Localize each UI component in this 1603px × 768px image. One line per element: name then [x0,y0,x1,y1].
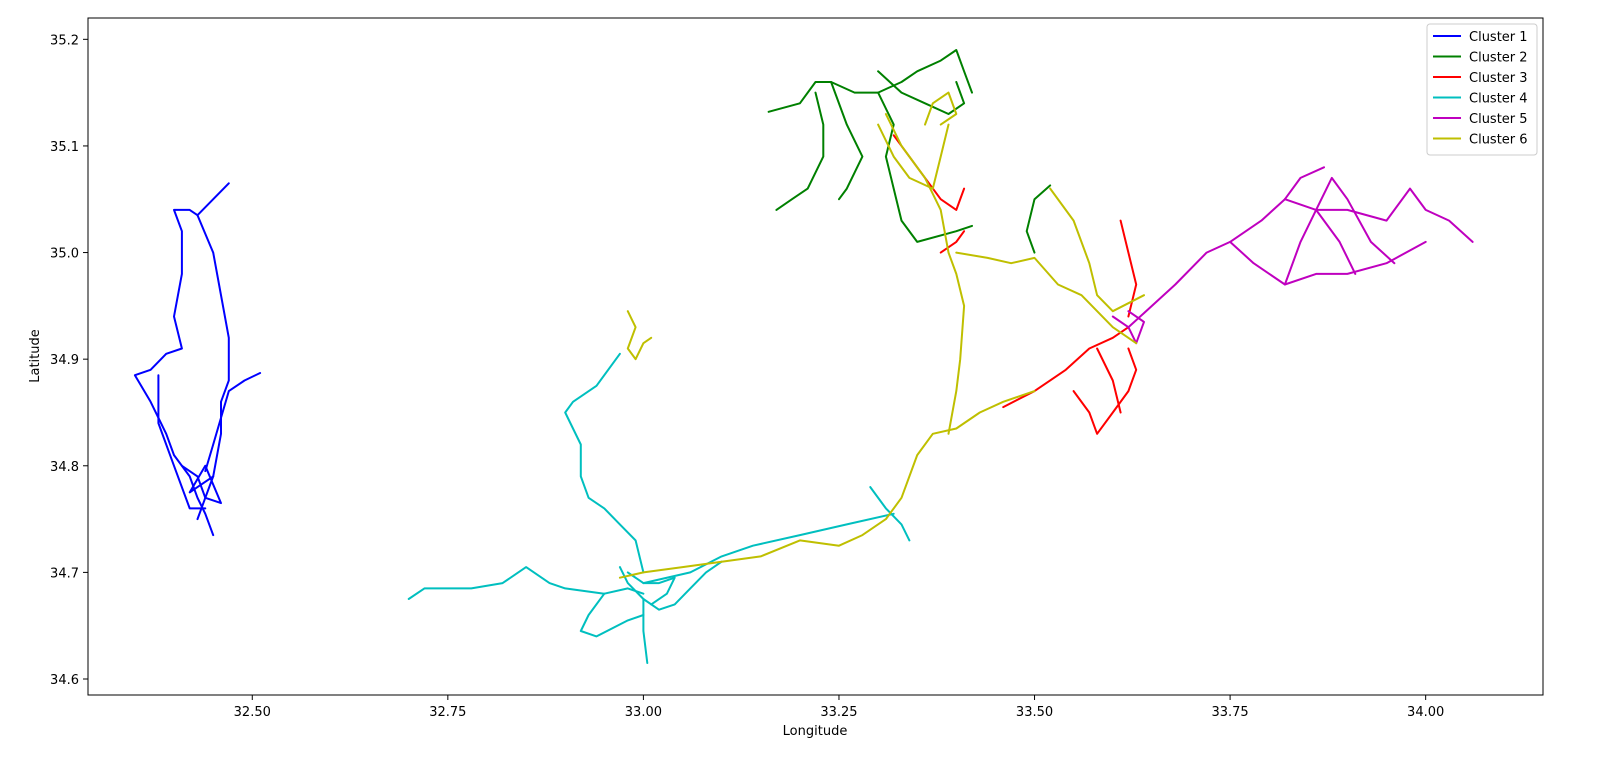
series-5-track-3 [1283,187,1474,243]
series-layer [133,49,1474,664]
series-6 [618,91,1145,579]
x-tick-label: 33.50 [1016,705,1053,720]
y-tick-label: 34.6 [50,673,79,688]
x-tick-label: 32.75 [429,705,466,720]
y-tick-label: 34.7 [50,566,79,581]
x-tick-label: 33.00 [625,705,662,720]
legend-label: Cluster 5 [1469,112,1528,127]
y-axis: 34.6 34.7 34.8 34.9 35.0 35.1 35.2 [50,33,88,688]
series-3-track-4 [1072,347,1138,435]
series-6-track-3 [955,251,1138,345]
legend-label: Cluster 4 [1469,92,1528,107]
series-6-track-1 [618,390,1036,579]
series-4-track-3 [642,512,895,585]
y-tick-label: 35.0 [50,247,79,262]
y-axis-label: Latitude [28,329,43,383]
series-4-track-4 [869,486,911,542]
x-axis: 32.50 32.75 33.00 33.25 33.50 33.75 34.00 [234,695,1444,720]
series-2-track-4 [877,91,973,243]
x-tick-label: 33.25 [820,705,857,720]
series-4-track-5 [618,560,723,611]
legend-label: Cluster 1 [1469,30,1528,45]
series-2-track-1 [767,49,973,113]
series-1-track-1 [133,182,230,537]
series-3-track-6 [1096,347,1122,414]
series-5 [1111,166,1474,345]
series-5-track-1 [1127,166,1325,329]
series-6-track-2 [884,113,966,435]
x-tick-label: 34.00 [1407,705,1444,720]
series-2-track-3 [830,81,864,201]
series-1-track-2 [196,214,230,521]
x-axis-label: Longitude [783,724,848,739]
series-1-track-4 [157,374,207,510]
legend-label: Cluster 3 [1469,71,1528,86]
series-1 [133,182,262,537]
series-4-track-8 [626,571,676,606]
legend: Cluster 1 Cluster 2 Cluster 3 Cluster 4 Clus… [1426,23,1538,156]
series-4 [407,352,911,664]
x-tick-label: 32.50 [234,705,271,720]
series-2 [767,49,1052,254]
series-6-track-4 [1049,187,1145,313]
y-tick-label: 35.1 [50,140,79,155]
series-4-track-1 [407,566,645,600]
series-4-track-6 [642,598,649,664]
x-tick-label: 33.75 [1211,705,1248,720]
legend-label: Cluster 6 [1469,133,1528,148]
y-tick-label: 34.8 [50,460,79,475]
series-3-track-2 [939,230,966,254]
series-2-track-6 [1025,184,1052,254]
series-6-track-5 [924,91,958,126]
y-tick-label: 35.2 [50,33,79,48]
legend-label: Cluster 2 [1469,51,1528,66]
series-1-track-5 [180,464,222,505]
series-3 [892,134,1138,435]
y-tick-label: 34.9 [50,353,79,368]
series-1-track-3 [204,372,262,473]
plot-area-frame [87,17,1544,696]
series-6-track-6 [877,123,950,190]
series-2-track-2 [775,91,825,211]
series-4-track-7 [579,592,645,638]
series-5-track-2 [1229,240,1427,286]
series-6-track-7 [626,310,653,361]
series-2-track-5 [877,70,966,115]
series-5-track-5 [1315,176,1396,265]
series-4-track-2 [564,352,645,574]
